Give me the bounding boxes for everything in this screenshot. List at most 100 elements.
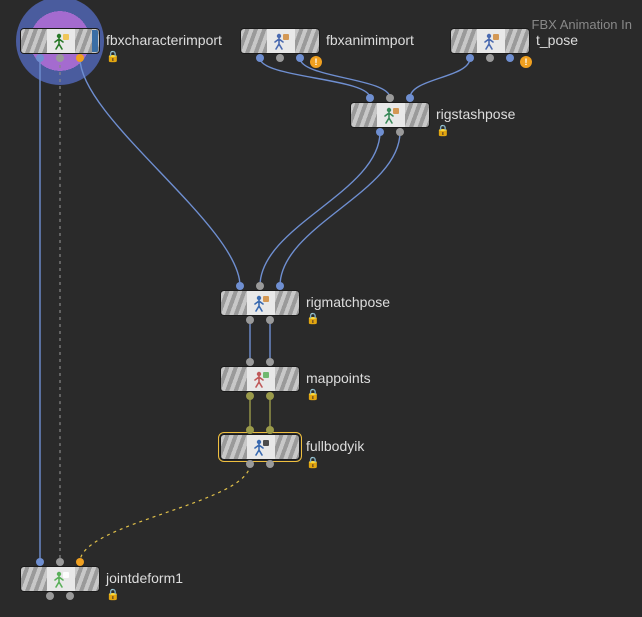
display-flag[interactable] [92,30,98,52]
output-port[interactable] [56,54,64,62]
input-port[interactable] [246,358,254,366]
input-port[interactable] [76,558,84,566]
node-stripes [21,567,47,591]
anim-import-icon [271,31,291,51]
node-stripes [221,435,247,459]
output-port[interactable] [396,128,404,136]
node-icon-cell [377,103,405,127]
node-stripes [405,103,429,127]
output-port[interactable] [246,392,254,400]
lock-icon: 🔒 [306,456,320,469]
lock-icon: 🔒 [436,124,450,137]
node-rigmatchpose[interactable]: rigmatchpose🔒 [220,290,300,316]
output-port[interactable] [376,128,384,136]
node-label: fbxcharacterimport [106,32,222,48]
output-port[interactable] [296,54,304,62]
input-port[interactable] [56,558,64,566]
node-label: fbxanimimport [326,32,414,48]
output-port[interactable] [36,54,44,62]
output-port[interactable] [266,316,274,324]
joint-deform-icon [51,569,71,589]
node-body[interactable] [240,28,320,54]
node-fbxcharimport[interactable]: fbxcharacterimport🔒 [20,28,100,54]
output-port[interactable] [246,460,254,468]
node-fullbodyik[interactable]: fullbodyik🔒 [220,434,300,460]
node-label: fullbodyik [306,438,364,454]
output-port[interactable] [46,592,54,600]
node-icon-cell [47,567,75,591]
edge[interactable] [280,132,400,286]
rig-match-icon [251,293,271,313]
node-icon-cell [477,29,505,53]
node-stripes [351,103,377,127]
node-stripes [451,29,477,53]
node-body[interactable] [220,434,300,460]
rig-stash-icon [381,105,401,125]
node-jointdeform1[interactable]: jointdeform1🔒 [20,566,100,592]
lock-icon: 🔒 [306,312,320,325]
node-body[interactable] [220,290,300,316]
input-port[interactable] [386,94,394,102]
output-port[interactable] [76,54,84,62]
input-port[interactable] [256,282,264,290]
node-icon-cell [247,291,275,315]
node-stripes [275,435,299,459]
node-stripes [21,29,47,53]
output-port[interactable] [486,54,494,62]
node-stripes [241,29,267,53]
input-port[interactable] [366,94,374,102]
output-port[interactable] [506,54,514,62]
node-stripes [221,291,247,315]
node-body[interactable] [220,366,300,392]
output-port[interactable] [466,54,474,62]
input-port[interactable] [246,426,254,434]
output-port[interactable] [266,392,274,400]
edge[interactable] [80,464,250,562]
network-title: FBX Animation In [532,17,632,32]
node-body[interactable] [20,28,100,54]
lock-icon: 🔒 [306,388,320,401]
node-stripes [275,291,299,315]
node-mappoints[interactable]: mappoints🔒 [220,366,300,392]
output-port[interactable] [66,592,74,600]
edge[interactable] [260,132,380,286]
node-stripes [505,29,529,53]
node-label: rigmatchpose [306,294,390,310]
node-icon-cell [247,367,275,391]
node-stripes [295,29,319,53]
map-points-icon [251,369,271,389]
node-label: mappoints [306,370,371,386]
lock-icon: 🔒 [106,50,120,63]
node-icon-cell [47,29,75,53]
warning-badge-icon: ! [520,56,532,68]
node-body[interactable] [350,102,430,128]
node-stripes [275,367,299,391]
node-graph-canvas[interactable]: FBX Animation In fbxcharacterimport🔒 fbx… [0,0,642,617]
fullbody-ik-icon [251,437,271,457]
node-stripes [75,567,99,591]
edge[interactable] [410,58,470,98]
node-label: rigstashpose [436,106,515,122]
warning-badge-icon: ! [310,56,322,68]
output-port[interactable] [266,460,274,468]
input-port[interactable] [236,282,244,290]
input-port[interactable] [276,282,284,290]
output-port[interactable] [256,54,264,62]
input-port[interactable] [266,426,274,434]
node-body[interactable] [450,28,530,54]
node-rigstashpose[interactable]: rigstashpose🔒 [350,102,430,128]
output-port[interactable] [246,316,254,324]
input-port[interactable] [266,358,274,366]
character-import-icon [51,31,71,51]
node-fbxanimimport[interactable]: fbxanimimport! [240,28,320,54]
output-port[interactable] [276,54,284,62]
lock-icon: 🔒 [106,588,120,601]
input-port[interactable] [36,558,44,566]
input-port[interactable] [406,94,414,102]
node-label: jointdeform1 [106,570,183,586]
node-icon-cell [267,29,295,53]
node-body[interactable] [20,566,100,592]
node-label: t_pose [536,32,578,48]
edge[interactable] [80,58,240,286]
node-t_pose[interactable]: t_pose! [450,28,530,54]
